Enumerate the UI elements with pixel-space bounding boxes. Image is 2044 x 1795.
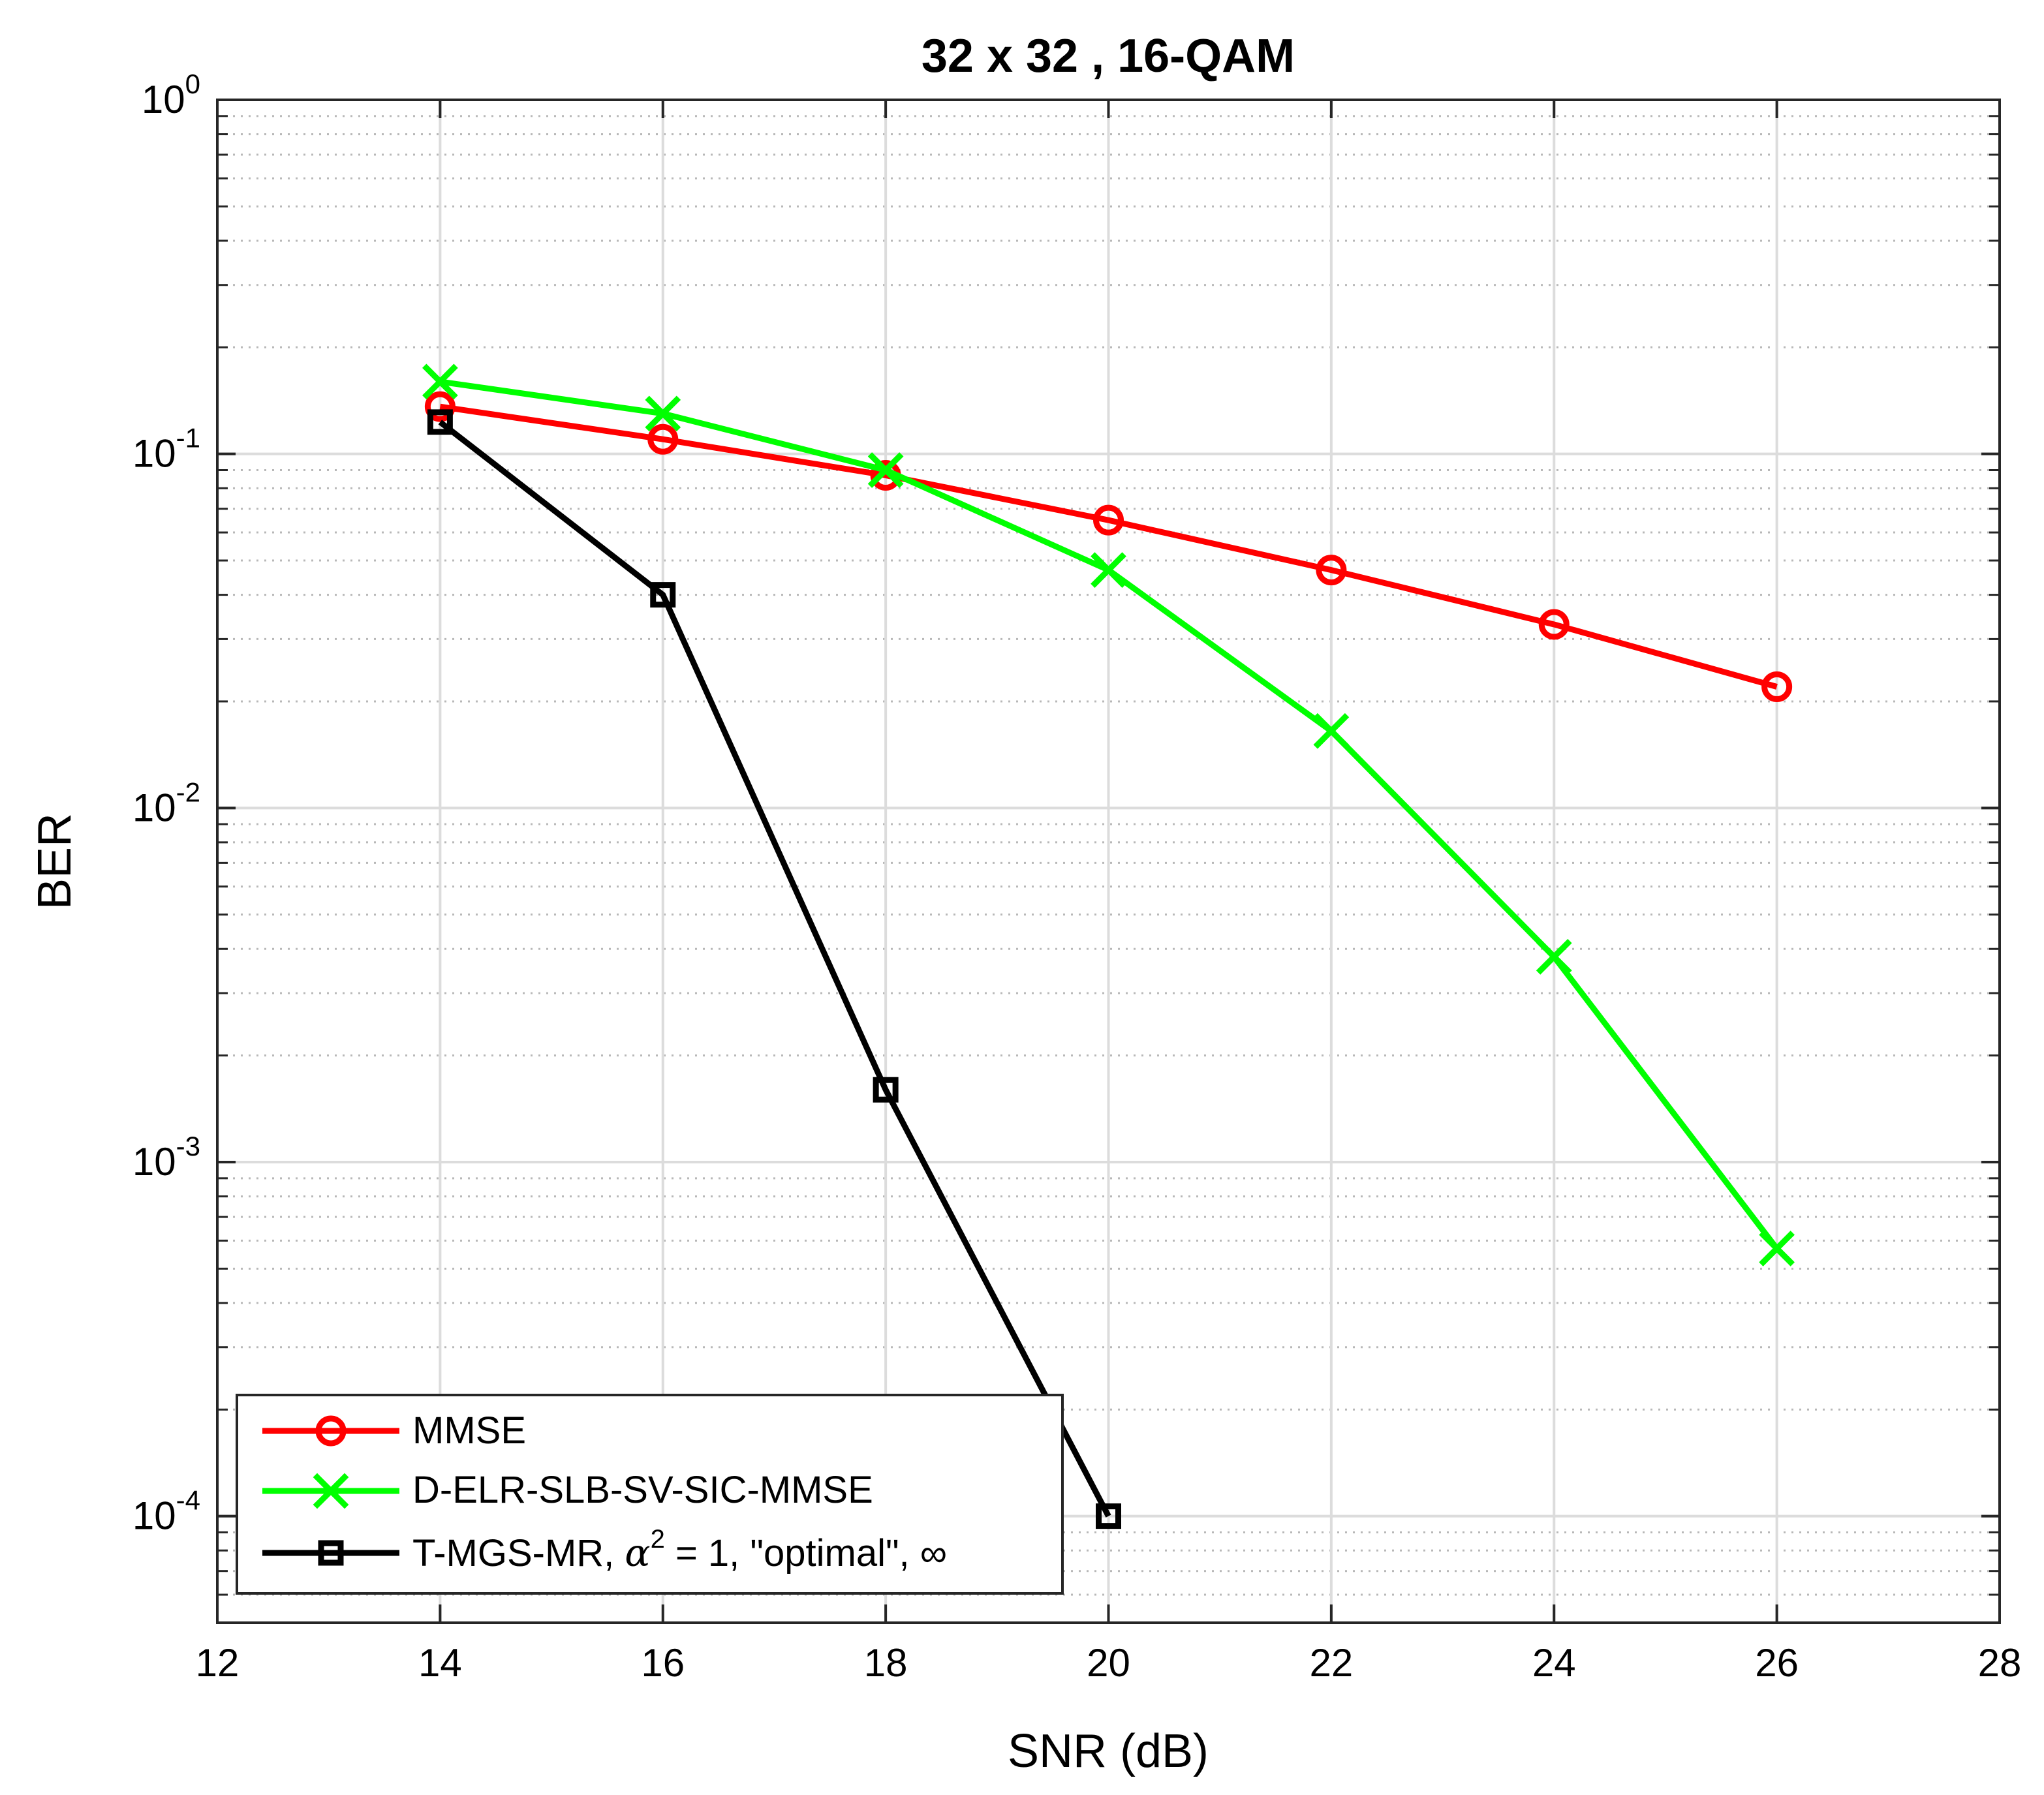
data-point — [1538, 609, 1570, 640]
x-tick-label: 20 — [1087, 1641, 1130, 1685]
series-1 — [424, 391, 1793, 703]
y-tick-labels: 100 10-1 10-2 10-3 10-4 — [132, 69, 200, 1538]
legend-alpha-symbol: α — [625, 1531, 650, 1575]
y-tick-label: 100 — [142, 69, 200, 121]
chart-title: 32 x 32 , 16-QAM — [921, 30, 1295, 82]
legend: MMSE D-ELR-SLB-SV-SIC-MMSE T-MGS-MR, α2 … — [236, 1394, 1064, 1595]
y-tick-label: 10-4 — [132, 1485, 200, 1538]
data-point — [1093, 504, 1124, 536]
legend-label-d-elr: D-ELR-SLB-SV-SIC-MMSE — [412, 1469, 873, 1511]
data-point — [1759, 1231, 1795, 1266]
data-point — [1096, 1503, 1121, 1529]
data-point — [1536, 938, 1572, 975]
y-axis-label: BER — [29, 813, 81, 910]
data-point — [427, 409, 453, 435]
y-tick-label: 10-2 — [132, 776, 200, 829]
data-point — [1313, 713, 1350, 749]
data-point — [645, 395, 681, 432]
data-point — [422, 363, 458, 400]
data-point — [1091, 552, 1126, 588]
data-point — [873, 1077, 899, 1103]
tick-marks — [216, 99, 2001, 1624]
x-tick-label: 22 — [1310, 1641, 1354, 1685]
data-point — [1316, 555, 1347, 586]
x-tick-label: 26 — [1755, 1641, 1799, 1685]
x-tick-label: 16 — [641, 1641, 685, 1685]
legend-samples — [262, 1415, 399, 1566]
x-tick-label: 12 — [196, 1641, 240, 1685]
data-point — [424, 391, 456, 422]
series-3 — [427, 409, 1121, 1529]
legend-marker — [313, 1473, 349, 1509]
series-layer — [422, 363, 1795, 1529]
series-2 — [422, 363, 1795, 1266]
y-tick-label: 10-3 — [132, 1131, 200, 1184]
x-axis-label: SNR (dB) — [1008, 1725, 1209, 1777]
legend-label-t-mgs-mr-suffix: = 1, "optimal", ∞ — [665, 1532, 947, 1574]
x-tick-label: 28 — [1978, 1641, 2022, 1685]
y-tick-label: 10-1 — [132, 423, 200, 476]
data-point — [650, 582, 676, 608]
data-point — [647, 423, 679, 455]
legend-marker — [315, 1415, 347, 1447]
legend-label-t-mgs-mr: T-MGS-MR, α2 = 1, "optimal", ∞ — [412, 1525, 947, 1575]
major-grid — [216, 99, 2001, 1623]
x-tick-label: 14 — [418, 1641, 462, 1685]
x-tick-label: 18 — [864, 1641, 908, 1685]
series-line — [439, 403, 1778, 690]
data-point — [1761, 671, 1793, 703]
x-tick-labels: 12 14 16 18 20 22 24 26 28 — [196, 1641, 2022, 1685]
legend-alpha-exponent: 2 — [651, 1525, 665, 1554]
data-point — [867, 452, 904, 488]
series-line — [438, 420, 1111, 1518]
legend-label-t-mgs-mr-prefix: T-MGS-MR, — [412, 1532, 625, 1574]
legend-label-mmse: MMSE — [412, 1409, 526, 1452]
x-tick-label: 24 — [1532, 1641, 1576, 1685]
legend-marker — [318, 1540, 344, 1566]
